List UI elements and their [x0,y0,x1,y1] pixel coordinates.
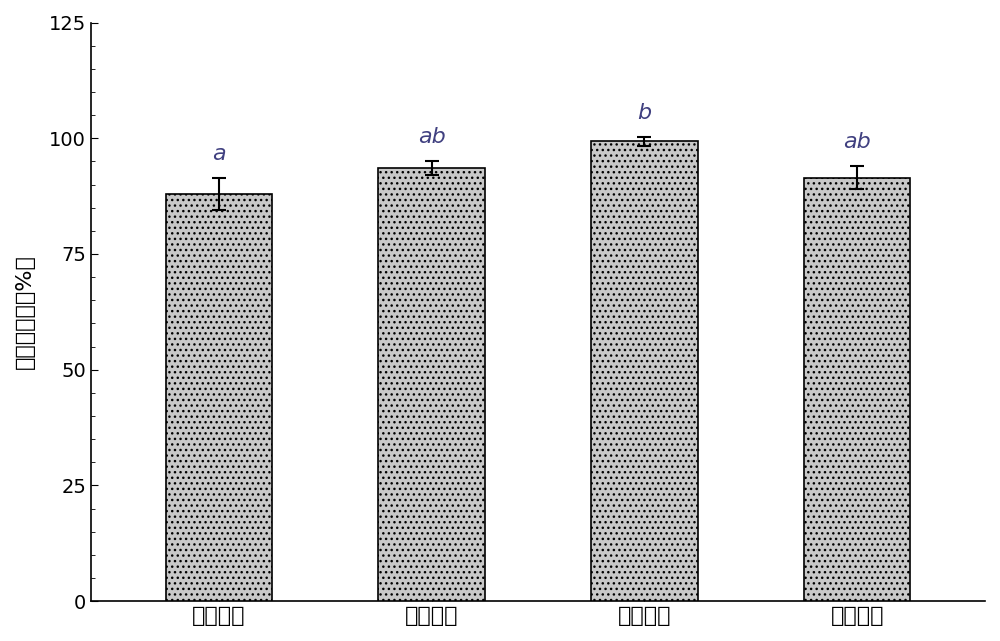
Bar [378,169,485,601]
Bar [804,178,910,601]
Text: ab: ab [843,132,871,152]
Text: a: a [212,144,226,163]
Text: ab: ab [418,128,445,147]
Bar [166,194,272,601]
Bar [591,142,698,601]
Text: b: b [637,103,651,123]
Y-axis label: 种子发芽率（%）: 种子发芽率（%） [15,254,35,369]
